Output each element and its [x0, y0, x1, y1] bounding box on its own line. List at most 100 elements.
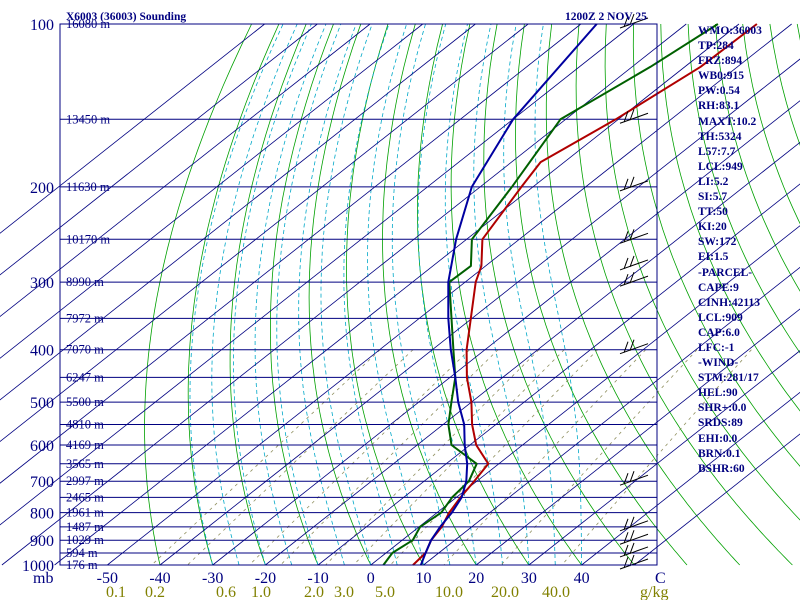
- height-label: 13450 m: [66, 112, 110, 126]
- wind-barb: [619, 13, 649, 29]
- stat-item: RH:83.1: [698, 100, 740, 113]
- isotherm: [0, 23, 582, 484]
- plot-frame: [59, 23, 658, 566]
- dry-adiabat: [483, 23, 635, 566]
- isotherm: [0, 23, 424, 359]
- temperature-tick-labels: -50 -40 -30 -20 -10 0 10 20 30 40: [97, 570, 590, 587]
- chart-title: X6003 (36003) Sounding: [66, 11, 186, 23]
- moist-adiabat: [298, 23, 357, 566]
- moist-adiabat: [343, 23, 398, 566]
- isobars: [60, 23, 657, 566]
- sounding-profiles: [382, 23, 758, 566]
- pressure-tick-labels: 100 200 300 400 500 600 700 800 900 1000: [22, 17, 54, 575]
- mixing-ratio-line: [353, 349, 565, 566]
- isotherm: [528, 350, 800, 566]
- stat-item: BRN:0.1: [698, 447, 741, 460]
- stat-item: MAXT:10.2: [698, 115, 757, 128]
- pressure-tick-label: 200: [30, 180, 54, 197]
- isotherm: [0, 23, 371, 318]
- mixing-ratio-tick-label: 3.0: [334, 584, 354, 600]
- wind-barb: [619, 339, 649, 355]
- temperature-tick-label: 30: [521, 570, 537, 587]
- stat-item: TH:5324: [698, 130, 742, 143]
- wind-barb: [619, 255, 649, 271]
- dry-adiabat: [687, 23, 800, 354]
- height-label: 11630 m: [66, 180, 110, 194]
- moist-adiabat: [473, 23, 530, 566]
- stat-item: TP:284: [698, 40, 734, 53]
- mixing-ratio-tick-label: 10.0: [435, 584, 463, 600]
- isotherm: [317, 183, 800, 566]
- height-label: 4810 m: [66, 418, 104, 432]
- dewpoint-line: [382, 23, 719, 566]
- isotherm: [634, 433, 800, 566]
- pressure-tick-label: 700: [30, 474, 54, 491]
- isotherm: [265, 141, 800, 566]
- wind-barbs: [619, 13, 649, 570]
- stat-item: TT:50: [698, 206, 728, 219]
- stat-item: EI:1.5: [698, 251, 729, 264]
- moist-adiabat: [211, 23, 298, 566]
- isotherm: [0, 23, 476, 401]
- height-label: 1487 m: [66, 520, 104, 534]
- isotherm: [581, 391, 800, 566]
- isotherm: [423, 266, 800, 566]
- height-label: 7070 m: [66, 343, 104, 357]
- mixing-ratio-tick-label: 0.6: [216, 584, 236, 600]
- pressure-tick-label: 900: [30, 533, 54, 550]
- isotherm: [1, 23, 687, 566]
- dry-adiabat: [715, 23, 800, 292]
- stat-item: SHR+:0.0: [698, 402, 747, 415]
- moist-adiabat: [320, 23, 373, 566]
- mixing-ratio-line: [151, 349, 381, 566]
- isotherm: [159, 58, 800, 566]
- pressure-tick-label: 500: [30, 395, 54, 412]
- x-axis-label: C: [655, 570, 666, 587]
- height-label: 3565 m: [66, 457, 104, 471]
- height-label: 2465 m: [66, 490, 104, 504]
- height-label: 6247 m: [66, 370, 104, 384]
- stat-item: CINH:42113: [698, 296, 760, 309]
- dry-adiabat: [515, 23, 688, 566]
- mixing-ratio-line: [390, 349, 598, 566]
- pressure-tick-label: 800: [30, 506, 54, 523]
- stat-item: KI:20: [698, 221, 727, 234]
- isotherm: [370, 225, 800, 566]
- pressure-tick-label: 400: [30, 343, 54, 360]
- isotherm: [212, 100, 800, 566]
- dry-adiabat: [229, 23, 307, 566]
- stat-item: PW:0.54: [698, 85, 740, 98]
- temperature-tick-label: 40: [574, 570, 590, 587]
- height-label: 2997 m: [66, 474, 104, 488]
- height-label: 7972 m: [66, 311, 104, 325]
- stat-item: -WIND-: [698, 357, 739, 370]
- height-label: 1961 m: [66, 506, 104, 520]
- wind-barb: [619, 176, 649, 192]
- valid-time: 1200Z 2 NOV 25: [565, 11, 647, 23]
- wind-barb: [619, 109, 649, 124]
- parcel-line: [419, 23, 598, 566]
- wind-barb: [619, 516, 649, 532]
- pressure-tick-label: 600: [30, 438, 54, 455]
- isotherm: [0, 23, 634, 526]
- pressure-tick-label: 100: [30, 17, 54, 34]
- stat-item: WB0:915: [698, 70, 744, 83]
- stat-item: CAP:6.0: [698, 326, 740, 339]
- wind-barb: [619, 471, 649, 486]
- temperature-tick-label: -40: [149, 570, 170, 587]
- wind-barb: [619, 229, 649, 244]
- stat-item: HEL:90: [698, 387, 738, 400]
- temperature-tick-label: 0: [367, 570, 375, 587]
- mixing-ratio-tick-label: 2.0: [304, 584, 324, 600]
- stat-item: LCL:909: [698, 311, 743, 324]
- stat-item: -PARCEL-: [698, 266, 753, 279]
- stat-item: STM:281/17: [698, 372, 759, 385]
- isotherm: [0, 23, 318, 276]
- isotherm: [475, 308, 800, 566]
- mixing-ratio-line: [500, 349, 698, 566]
- mixing-ratio-tick-label: 20.0: [491, 584, 519, 600]
- height-label: 1029 m: [66, 533, 104, 547]
- temperature-tick-label: -50: [97, 570, 118, 587]
